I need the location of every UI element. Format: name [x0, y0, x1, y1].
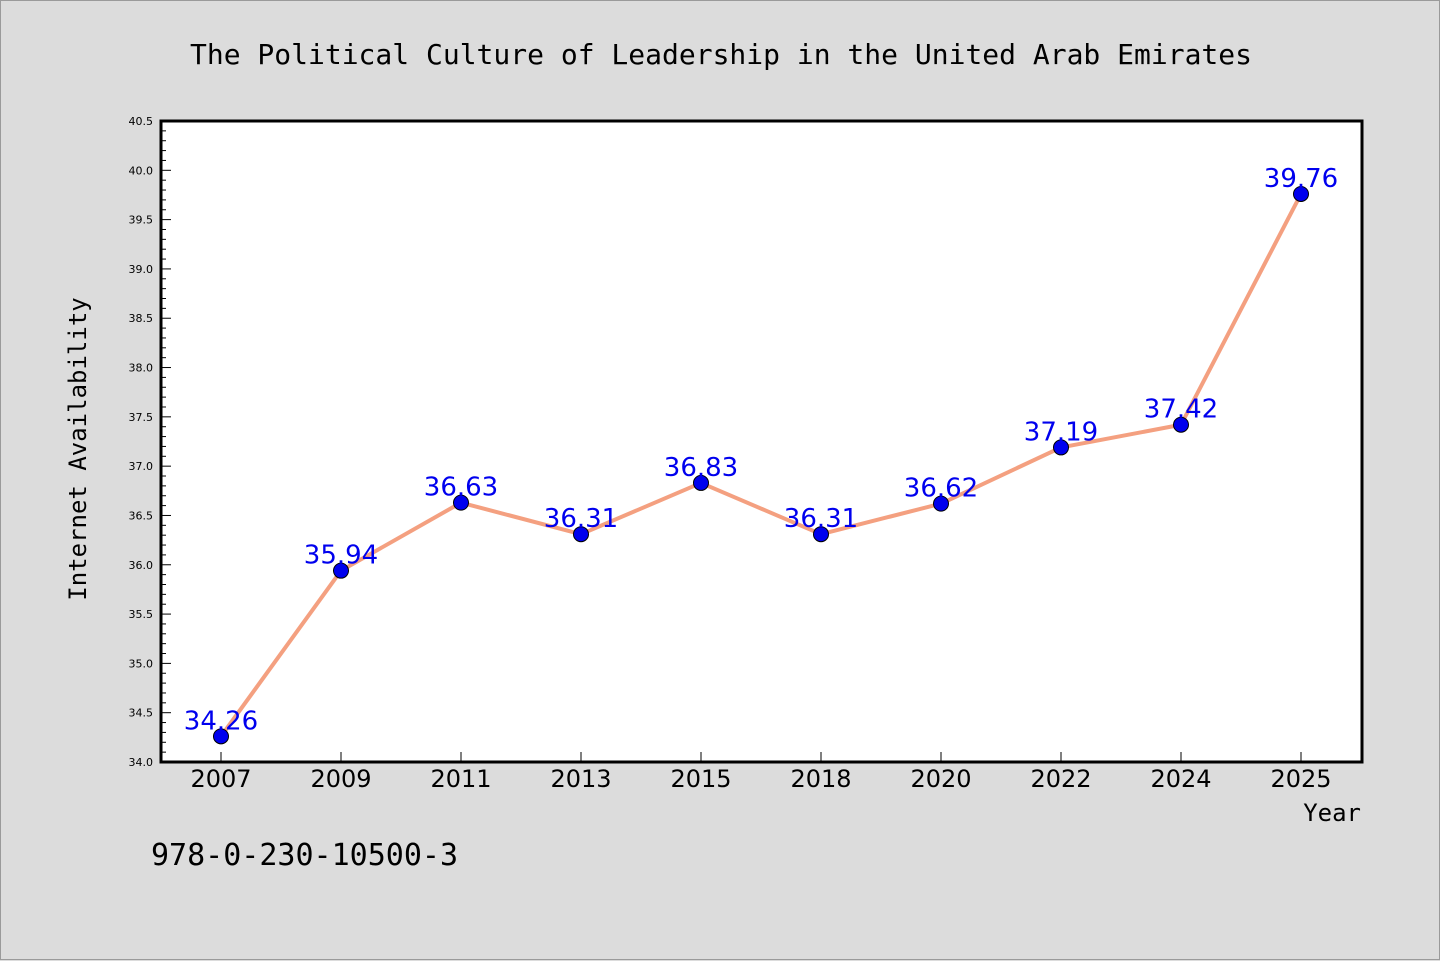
y-tick-label: 37.5	[129, 411, 154, 424]
data-label: 36.63	[424, 473, 498, 503]
x-tick-label: 2013	[550, 765, 611, 793]
y-tick-label: 36.5	[129, 509, 154, 522]
series-line-group	[219, 191, 1303, 739]
y-tick-label: 34.0	[129, 756, 154, 769]
data-point	[1173, 416, 1189, 433]
y-tick-label: 40.0	[129, 164, 154, 177]
data-label: 36.83	[664, 453, 738, 483]
x-tick-label: 2018	[790, 765, 851, 793]
x-tick-label: 2022	[1030, 765, 1091, 793]
data-point	[333, 562, 349, 579]
data-point	[933, 495, 949, 512]
data-point	[693, 474, 709, 491]
x-tick-label: 2007	[190, 765, 251, 793]
y-tick-label: 38.0	[129, 362, 154, 375]
data-point	[1053, 439, 1069, 456]
x-axis: 2007 2009 2011 2013 2015 2018 2020 2022 2024 2025	[190, 752, 1332, 793]
data-label: 36.62	[904, 474, 978, 504]
data-points	[213, 185, 1309, 745]
y-tick-label: 34.5	[129, 707, 154, 720]
y-tick-label: 40.5	[129, 115, 154, 128]
plot-area	[159, 119, 1364, 764]
data-label: 36.31	[784, 504, 858, 534]
x-tick-label: 2020	[910, 765, 971, 793]
chart-title: The Political Culture of Leadership in t…	[190, 38, 1252, 71]
data-label: 39.76	[1264, 164, 1338, 194]
data-point	[213, 728, 229, 745]
x-axis-label: Year	[1303, 799, 1361, 827]
y-tick-label: 35.0	[129, 657, 154, 670]
data-point	[1293, 185, 1309, 202]
x-tick-label: 2025	[1270, 765, 1331, 793]
data-point	[573, 526, 589, 543]
y-tick-label: 39.5	[129, 214, 154, 227]
y-axis: 34.0 34.5 35.0 35.5 36.0 36.5 37.0 37.5 38.0 38.5…	[129, 115, 171, 769]
x-tick-label: 2011	[430, 765, 491, 793]
x-tick-label: 2015	[670, 765, 731, 793]
y-tick-label: 35.5	[129, 608, 154, 621]
data-label: 35.94	[304, 541, 378, 571]
y-tick-label: 37.0	[129, 460, 154, 473]
series-line	[219, 191, 1303, 739]
data-label: 36.31	[544, 504, 618, 534]
data-label: 37.42	[1144, 395, 1218, 425]
isbn-text: 978-0-230-10500-3	[151, 838, 458, 873]
data-label: 37.19	[1024, 417, 1098, 447]
x-tick-label: 2024	[1150, 765, 1211, 793]
y-tick-label: 36.0	[129, 559, 154, 572]
data-point	[453, 494, 469, 511]
data-label: 34.26	[184, 706, 258, 736]
data-point	[813, 526, 829, 543]
y-tick-label: 39.0	[129, 263, 154, 276]
data-labels: 34.26 35.94 36.63 36.31 36.83 36.31 36.62 37.19…	[184, 164, 1338, 736]
y-axis-label: Internet Availability	[64, 297, 92, 600]
y-tick-label: 38.5	[129, 312, 154, 325]
x-tick-label: 2009	[310, 765, 371, 793]
